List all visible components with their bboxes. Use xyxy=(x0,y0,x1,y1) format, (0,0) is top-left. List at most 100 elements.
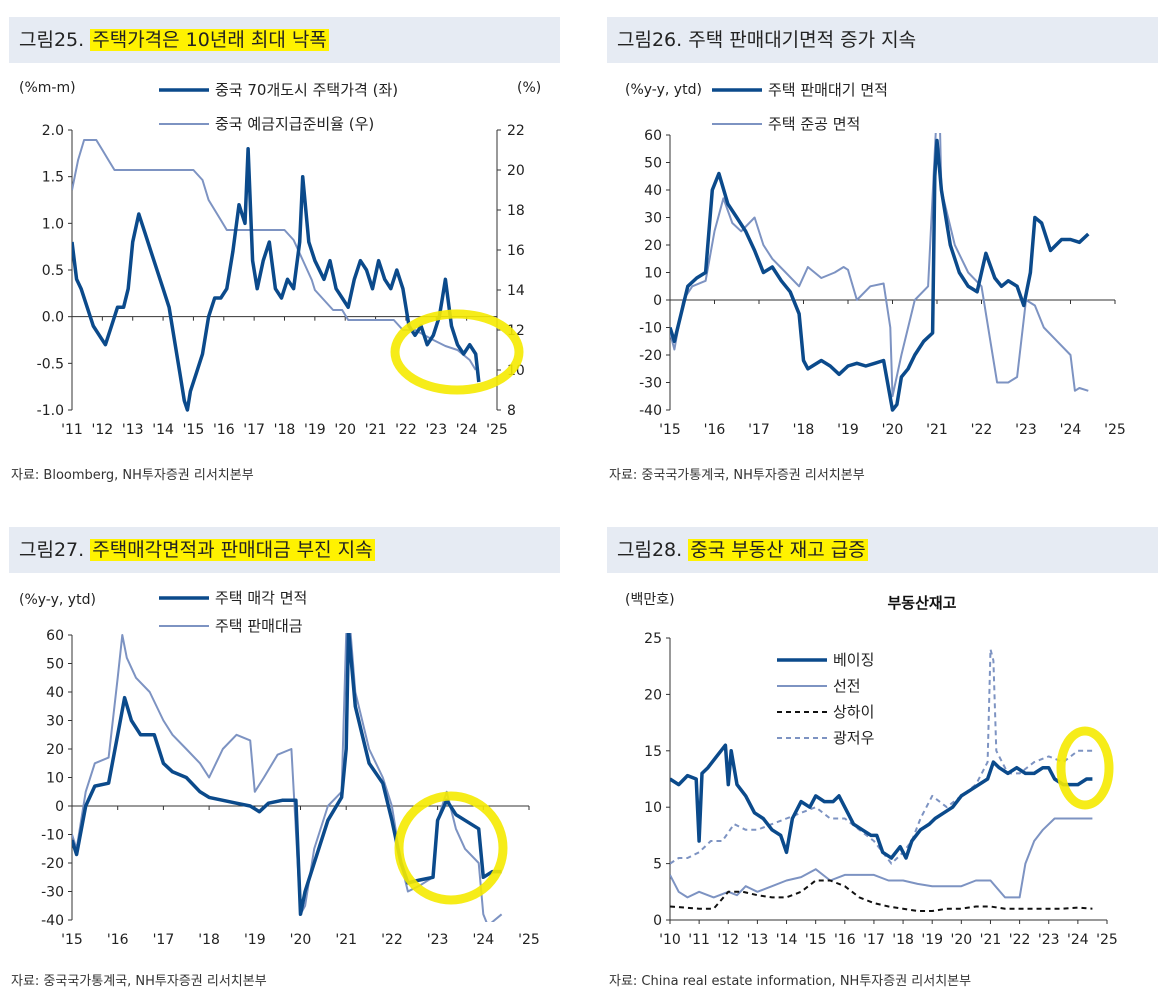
x-tick-label: '14 xyxy=(152,422,174,438)
y-tick-label: 20 xyxy=(644,238,662,254)
y-tick-label: 40 xyxy=(46,685,64,701)
y-tick-label: 5 xyxy=(653,857,662,873)
y-tick-label: 50 xyxy=(46,657,64,673)
x-tick-label: '22 xyxy=(381,932,403,948)
y-tick-label: -10 xyxy=(639,321,662,337)
series-line-2 xyxy=(670,879,1093,912)
y-tick-label: 1.5 xyxy=(42,170,64,186)
y-tick-label: 0.0 xyxy=(42,310,64,326)
x-tick-label: '17 xyxy=(153,932,175,948)
series-line-1 xyxy=(670,817,1093,899)
x-tick-label: '21 xyxy=(980,932,1002,948)
x-tick-label: '18 xyxy=(198,932,220,948)
panel-fig28: 그림28. 중국 부동산 재고 급증 25 20 15 10 5 0 '10 '11 '12 '1… xyxy=(607,510,1158,1006)
y-tick-label: 10 xyxy=(644,800,662,816)
y-tick-label: 50 xyxy=(644,156,662,172)
y2-tick-label: 8 xyxy=(507,403,516,419)
panel-title: 그림26. 주택 판매대기면적 증가 지속 xyxy=(607,17,1158,63)
x-tick-label: '15 xyxy=(61,932,83,948)
chart-title: 부동산재고 xyxy=(887,594,956,612)
series-line-0 xyxy=(72,633,502,917)
x-tick-label: '18 xyxy=(793,422,815,438)
x-tick-label: '15 xyxy=(805,932,827,948)
y-tick-label: -1.0 xyxy=(37,403,64,419)
y-tick-label: 1.0 xyxy=(42,216,64,232)
y-tick-label: 60 xyxy=(46,628,64,644)
series-line-0 xyxy=(670,743,1093,860)
y-tick-label: -20 xyxy=(41,856,64,872)
x-tick-label: '24 xyxy=(456,422,478,438)
x-tick-label: '16 xyxy=(107,932,129,948)
x-tick-label: '23 xyxy=(1038,932,1060,948)
source-note: 자료: 중국국가통계국, NH투자증권 리서치본부 xyxy=(609,468,865,483)
fig-title: 주택 판매대기면적 증가 지속 xyxy=(688,29,917,51)
y-tick-label: 0 xyxy=(653,293,662,309)
fig-title: 주택가격은 10년래 최대 낙폭 xyxy=(90,29,329,51)
x-tick-label: '19 xyxy=(921,932,943,948)
legend-label: 주택 준공 면적 xyxy=(768,115,860,133)
x-tick-label: '19 xyxy=(304,422,326,438)
x-tick-label: '22 xyxy=(971,422,993,438)
line-chart-unsold-area: 60 50 40 30 20 10 0 -10 -20 -30 -40 '15 '16 '17 '18 '19… xyxy=(625,81,1126,438)
x-tick-label: '16 xyxy=(834,932,856,948)
y2-tick-label: 20 xyxy=(507,163,525,179)
series-line-1 xyxy=(72,633,503,922)
series-line-0 xyxy=(670,138,1090,412)
x-tick-label: '20 xyxy=(882,422,904,438)
highlight-circle xyxy=(1056,726,1114,810)
y-axis-unit: (%y-y, ytd) xyxy=(625,82,702,98)
y-tick-label: 2.0 xyxy=(42,123,64,139)
x-tick-label: '18 xyxy=(892,932,914,948)
x-tick-label: '13 xyxy=(747,932,769,948)
x-tick-label: '20 xyxy=(950,932,972,948)
source-note: 자료: 중국국가통계국, NH투자증권 리서치본부 xyxy=(11,974,267,989)
fig-number: 그림26. xyxy=(617,29,683,51)
x-tick-label: '25 xyxy=(518,932,540,948)
y-tick-label: 30 xyxy=(644,211,662,227)
x-tick-label: '10 xyxy=(659,932,681,948)
panel-fig25: 그림25. 주택가격은 10년래 최대 낙폭 2.0 1.5 1.0 0.5 0.0 -0… xyxy=(9,0,560,500)
x-tick-label: '13 xyxy=(122,422,144,438)
x-tick-label: '16 xyxy=(704,422,726,438)
panel-title: 그림27. 주택매각면적과 판매대금 부진 지속 xyxy=(9,527,560,573)
y-tick-label: -30 xyxy=(639,376,662,392)
panel-title: 그림28. 중국 부동산 재고 급증 xyxy=(607,527,1158,573)
y-tick-label: -40 xyxy=(639,403,662,419)
source-note: 자료: China real estate information, NH투자증… xyxy=(609,974,972,989)
y-tick-label: 30 xyxy=(46,714,64,730)
fig-number: 그림28. xyxy=(617,539,683,561)
y-tick-label: -40 xyxy=(41,913,64,929)
y-axis-unit: (%y-y, ytd) xyxy=(19,592,96,608)
source-note: 자료: Bloomberg, NH투자증권 리서치본부 xyxy=(11,468,254,483)
x-tick-label: '24 xyxy=(1067,932,1089,948)
legend-label: 선전 xyxy=(833,677,861,695)
fig-number: 그림27. xyxy=(19,539,85,561)
x-tick-label: '20 xyxy=(334,422,356,438)
y-tick-label: 20 xyxy=(46,742,64,758)
x-tick-label: '23 xyxy=(1015,422,1037,438)
legend-label: 중국 예금지급준비율 (우) xyxy=(215,115,374,133)
line-chart-sales-area: 60 50 40 30 20 10 0 -10 -20 -30 -40 '15 '16 '17 '18 '19… xyxy=(19,589,540,948)
fig-title: 중국 부동산 재고 급증 xyxy=(688,539,868,561)
x-tick-label: '15 xyxy=(659,422,681,438)
y-tick-label: -20 xyxy=(639,348,662,364)
x-tick-label: '22 xyxy=(395,422,417,438)
x-tick-label: '22 xyxy=(1009,932,1031,948)
highlight-circle xyxy=(394,791,508,905)
x-tick-label: '23 xyxy=(427,932,449,948)
legend-label: 상하이 xyxy=(833,703,874,721)
y-tick-label: 10 xyxy=(644,266,662,282)
x-tick-label: '17 xyxy=(243,422,265,438)
x-tick-label: '21 xyxy=(365,422,387,438)
x-tick-label: '24 xyxy=(472,932,494,948)
line-chart-housing-prices: 2.01.51.00.50.0-0.5-1.0222018161412108'1… xyxy=(19,80,541,438)
y2-tick-label: 18 xyxy=(507,203,525,219)
y-tick-label: 25 xyxy=(644,631,662,647)
x-tick-label: '21 xyxy=(926,422,948,438)
x-tick-label: '14 xyxy=(776,932,798,948)
x-tick-label: '25 xyxy=(1104,422,1126,438)
legend-label: 중국 70개도시 주택가격 (좌) xyxy=(215,81,398,99)
y-tick-label: 20 xyxy=(644,687,662,703)
series-line-1 xyxy=(670,133,1089,398)
y-axis-unit: (백만호) xyxy=(625,592,675,608)
